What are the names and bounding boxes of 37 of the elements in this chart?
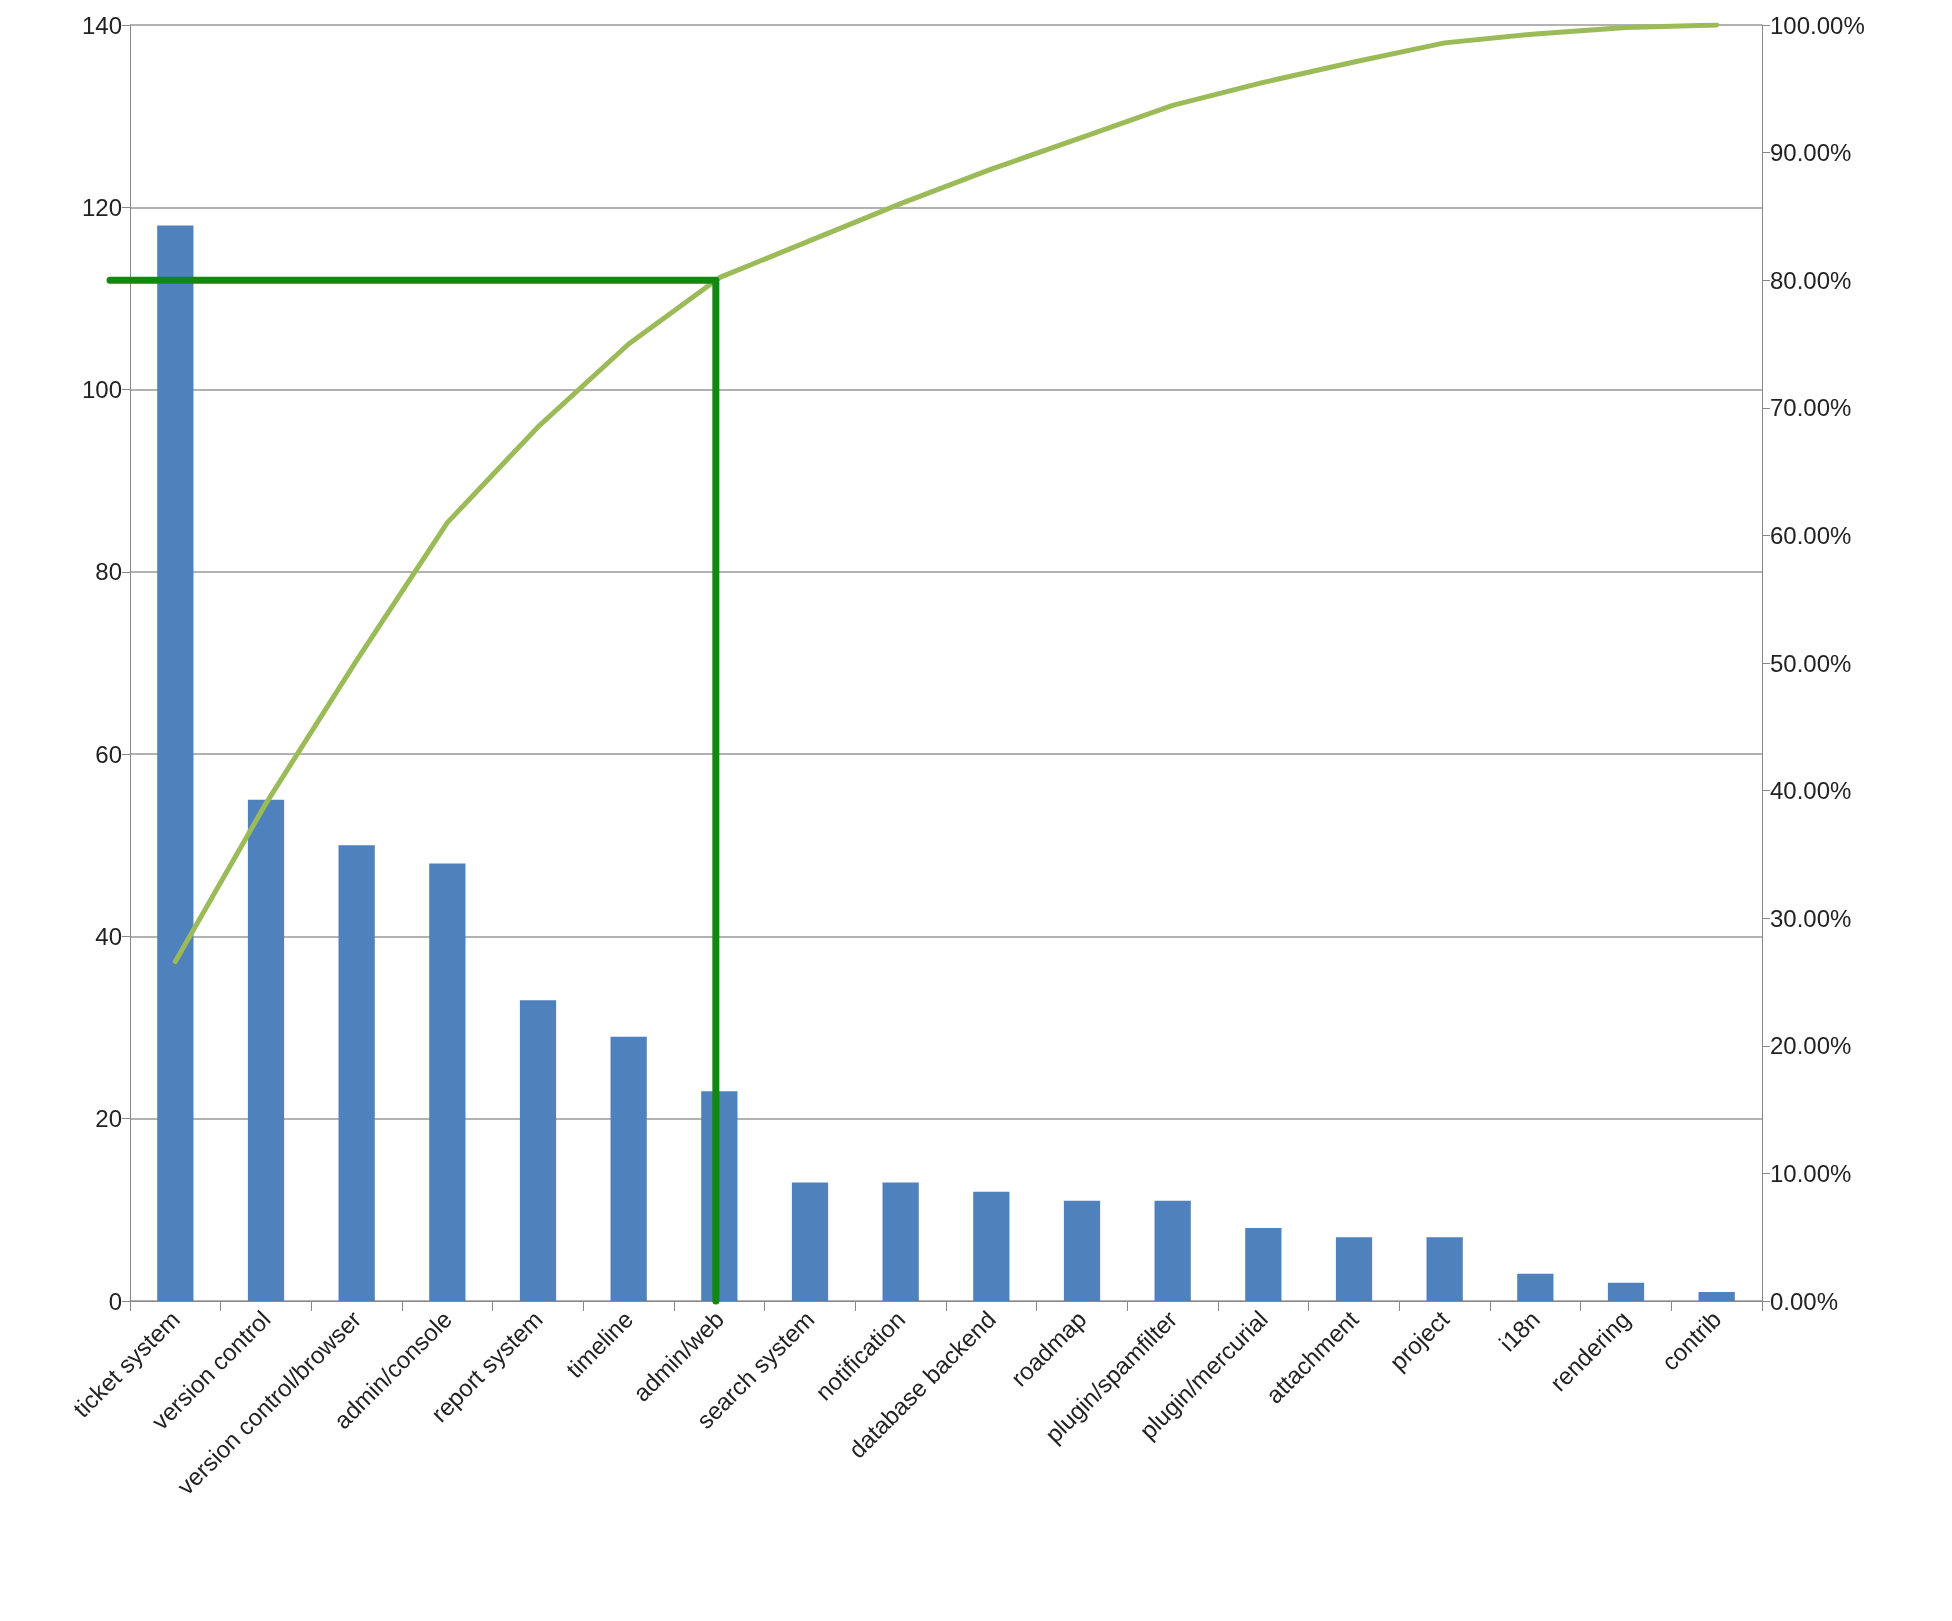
y2-tick-label: 10.00%: [1770, 1159, 1852, 1187]
bar: [791, 1182, 829, 1301]
bar: [610, 1036, 647, 1301]
y-tick-label: 80: [95, 558, 122, 586]
y-tick-label: 100: [81, 376, 122, 404]
bar: [1698, 1291, 1735, 1301]
bar: [1245, 1228, 1282, 1301]
y2-tick-label: 90.00%: [1770, 139, 1852, 167]
y-tick-label: 40: [95, 922, 122, 950]
bar: [338, 845, 375, 1301]
y-tick-label: 0: [108, 1287, 122, 1315]
y2-tick-label: 20.00%: [1770, 1032, 1852, 1060]
y2-tick-label: 80.00%: [1770, 266, 1852, 294]
y-tick-label: 140: [81, 11, 122, 39]
bar: [1063, 1200, 1101, 1301]
y-tick-label: 20: [95, 1105, 122, 1133]
y2-tick-label: 50.00%: [1770, 649, 1852, 677]
y-tick-label: 120: [81, 193, 122, 221]
bar: [247, 799, 285, 1301]
bar: [1426, 1237, 1463, 1301]
y2-tick-label: 0.00%: [1770, 1287, 1839, 1315]
bar: [157, 225, 194, 1301]
bar: [1607, 1282, 1645, 1301]
bar: [1335, 1237, 1373, 1301]
y2-tick-label: 40.00%: [1770, 777, 1852, 805]
bar: [1517, 1273, 1554, 1301]
bar: [429, 863, 466, 1301]
bar: [1154, 1200, 1191, 1301]
y-tick-label: 60: [95, 740, 122, 768]
bar: [519, 1000, 557, 1301]
y2-tick-label: 70.00%: [1770, 394, 1852, 422]
bar: [882, 1182, 919, 1301]
y2-tick-label: 100.00%: [1770, 11, 1865, 39]
y2-tick-label: 30.00%: [1770, 904, 1852, 932]
y2-tick-label: 60.00%: [1770, 521, 1852, 549]
x-tick-label: i18n: [1493, 1305, 1545, 1357]
bar: [973, 1191, 1010, 1301]
